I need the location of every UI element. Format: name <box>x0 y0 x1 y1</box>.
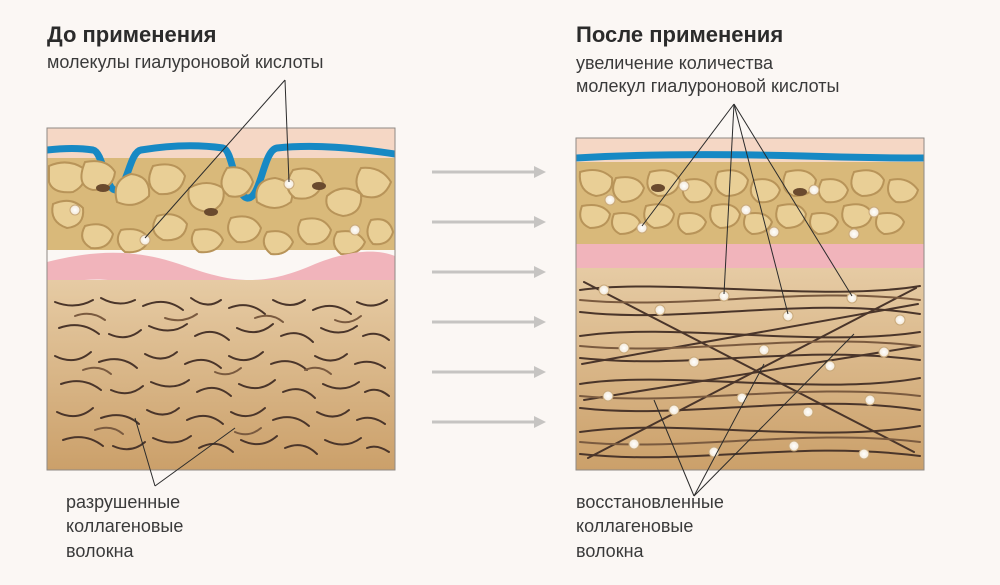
after-bottom-caption: восстановленные коллагеновые волокна <box>576 490 724 563</box>
before-bottom-caption: разрушенные коллагеновые волокна <box>66 490 183 563</box>
before-panel <box>35 70 415 490</box>
transition-arrows <box>410 150 570 490</box>
after-subtitle: увеличение количества молекул гиалуронов… <box>576 52 839 99</box>
after-title: После применения <box>576 22 783 48</box>
before-title: До применения <box>47 22 216 48</box>
diagram-page: До применения молекулы гиалуроновой кисл… <box>0 0 1000 585</box>
after-panel <box>564 100 944 520</box>
